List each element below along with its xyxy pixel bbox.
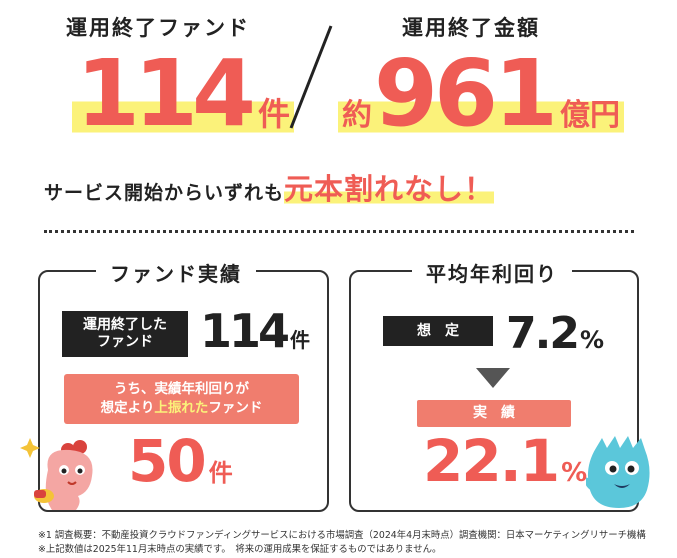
above-expected-part-b: 上振れた xyxy=(154,400,209,416)
actual-yield: 22.1% xyxy=(423,432,587,490)
completed-amount-figure: 約961 億円 xyxy=(338,48,625,140)
expected-yield: 7.2% xyxy=(506,312,604,356)
completed-funds-label-line1: 運用終了した xyxy=(83,317,167,333)
expected-yield-unit: % xyxy=(579,326,604,354)
completed-funds-unit: 件 xyxy=(258,95,291,133)
above-expected-label-line1: うち、実績年利回りが xyxy=(114,381,249,397)
completed-funds-count-value: 114 xyxy=(200,304,290,358)
completed-funds-label: 運用終了した ファンド xyxy=(62,311,188,357)
tagline-text: サービス開始からいずれも xyxy=(44,182,285,204)
completed-funds-heading: 運用終了ファンド xyxy=(66,16,250,40)
blue-mascot-icon xyxy=(586,436,650,508)
completed-funds-figure: 114 件 xyxy=(72,48,295,140)
expected-label: 想 定 xyxy=(383,316,493,346)
expected-yield-value: 7.2 xyxy=(506,308,580,359)
above-expected-label: うち、実績年利回りが 想定より上振れたファンド xyxy=(64,374,299,424)
actual-yield-value: 22.1 xyxy=(423,427,560,495)
completed-amount-heading: 運用終了金額 xyxy=(402,16,540,40)
average-yield-title: 平均年利回り xyxy=(412,258,572,287)
above-expected-count: 50 件 xyxy=(128,432,233,490)
down-triangle-icon xyxy=(476,368,510,388)
completed-funds-count: 114 件 xyxy=(200,308,310,354)
tagline-emphasis: 元本割れなし！ xyxy=(284,172,495,206)
above-expected-label-line2: 想定より上振れたファンド xyxy=(64,399,299,418)
completed-amount-unit: 億円 xyxy=(560,98,621,133)
completed-funds-count-unit: 件 xyxy=(290,328,311,352)
above-expected-part-c: ファンド xyxy=(208,400,263,416)
above-expected-value: 50 xyxy=(128,427,207,495)
completed-funds-value: 114 xyxy=(76,40,256,147)
completed-funds-label-line2: ファンド xyxy=(97,334,153,350)
pink-mascot-icon xyxy=(20,438,93,510)
tagline: サービス開始からいずれも元本割れなし！ xyxy=(44,166,495,208)
footnote-2: ※上記数値は2025年11月末時点の実績です。 将来の運用成果を保証するものでは… xyxy=(38,544,442,555)
footnote-1: ※1 調査概要：不動産投資クラウドファンディングサービスにおける市場調査（202… xyxy=(38,530,646,541)
actual-yield-unit: % xyxy=(561,458,588,488)
completed-amount-prefix: 約 xyxy=(342,98,372,133)
dotted-divider xyxy=(44,230,634,233)
above-expected-unit: 件 xyxy=(208,459,233,487)
sparkle-icon xyxy=(20,438,40,458)
divider-slash xyxy=(289,25,333,129)
fund-results-title: ファンド実績 xyxy=(96,258,256,287)
completed-amount-value: 961 xyxy=(374,40,558,147)
actual-label: 実 績 xyxy=(417,400,571,427)
above-expected-part-a: 想定より xyxy=(100,400,155,416)
